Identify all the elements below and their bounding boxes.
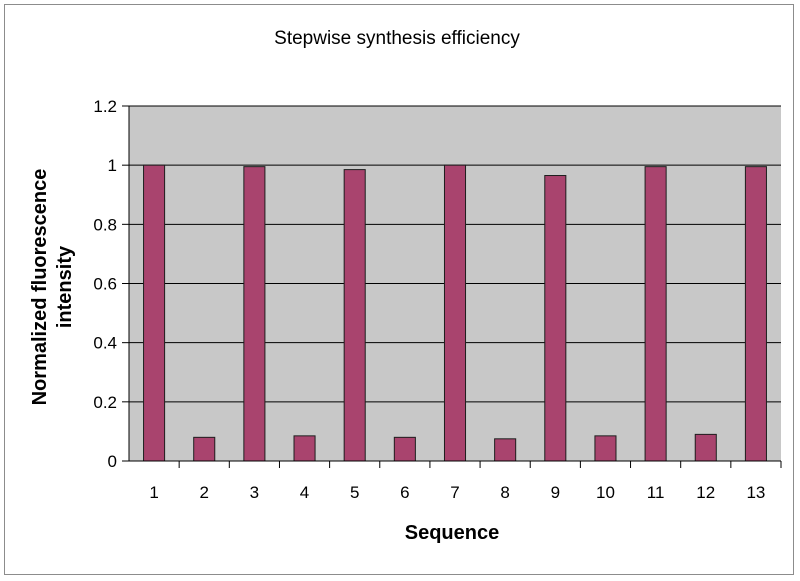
chart-title: Stepwise synthesis efficiency — [274, 28, 520, 49]
x-tick-label: 2 — [199, 483, 208, 502]
bar — [644, 166, 667, 462]
y-tick-label: 0.8 — [93, 215, 117, 234]
x-axis-title: Sequence — [405, 522, 499, 544]
x-tick-label: 12 — [696, 483, 715, 502]
bar — [544, 175, 567, 462]
y-axis-ticks: 0 0.2 0.4 0.6 0.8 1 1.2 — [93, 97, 129, 471]
x-tick-label: 13 — [746, 483, 765, 502]
bar — [744, 166, 767, 462]
x-tick-label: 7 — [450, 483, 459, 502]
y-tick-label: 0.4 — [93, 334, 117, 353]
y-tick-label: 0.2 — [93, 393, 117, 412]
bar — [193, 436, 216, 462]
x-tick-label: 10 — [596, 483, 615, 502]
x-tick-label: 8 — [500, 483, 509, 502]
x-tick-label: 6 — [400, 483, 409, 502]
bars — [143, 164, 767, 462]
x-tick-label: 5 — [350, 483, 359, 502]
x-tick-label: 11 — [647, 483, 665, 502]
y-tick-label: 1 — [108, 156, 117, 175]
y-tick-label: 0 — [108, 452, 117, 471]
bar — [143, 164, 166, 462]
y-tick-label: 1.2 — [93, 97, 117, 116]
bar — [594, 435, 617, 462]
y-axis-title: Normalized fluorescence intensity — [29, 169, 76, 406]
x-tick-label: 3 — [250, 483, 259, 502]
bar — [694, 433, 717, 462]
x-axis-ticks: 1 2 3 4 5 6 7 8 9 10 11 12 13 — [149, 461, 782, 502]
bar — [393, 436, 416, 462]
y-tick-label: 0.6 — [93, 275, 117, 294]
bar — [494, 438, 517, 462]
bar — [343, 169, 366, 462]
bar — [293, 435, 316, 462]
x-tick-label: 4 — [300, 483, 309, 502]
y-axis-title-line-2: intensity — [54, 245, 76, 328]
y-axis-title-line-1: Normalized fluorescence — [29, 169, 51, 406]
x-tick-label: 1 — [149, 483, 158, 502]
bar — [243, 166, 266, 462]
bar — [443, 164, 467, 462]
x-tick-label: 9 — [551, 483, 560, 502]
